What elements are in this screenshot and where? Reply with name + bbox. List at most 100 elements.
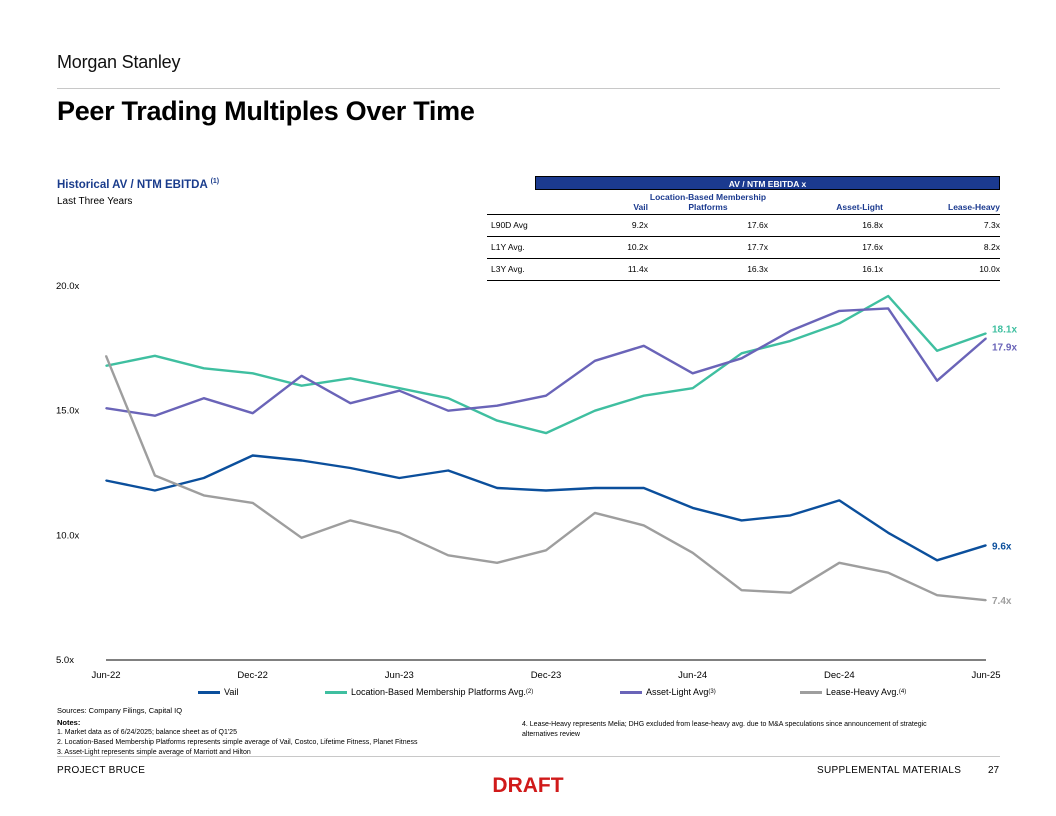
data-point [789,330,792,332]
data-point [936,594,938,596]
x-tick-label: Jun-25 [971,670,1000,681]
data-point [398,477,401,479]
data-point [447,554,450,557]
end-value-label: 18.1x [992,324,1017,335]
draft-watermark: DRAFT [492,774,564,797]
data-point [691,372,694,375]
y-tick-label: 15.0x [56,406,79,417]
data-point [398,389,401,392]
data-point [887,295,890,297]
legend-item-vail: Vail [198,687,238,697]
data-point [251,502,254,504]
note-item-4: 4. Lease-Heavy represents Melia; DHG exc… [522,721,927,738]
data-point [691,387,694,390]
data-point [202,367,205,370]
table-cell: 17.6x [747,220,768,230]
data-point [251,412,254,414]
data-point [300,459,303,462]
sources-text: Sources: Company Filings, Capital IQ [57,706,183,715]
data-point [105,407,107,409]
series-line-2 [105,307,987,417]
legend-note: (4) [898,689,907,695]
end-value-label: 7.4x [992,596,1012,607]
data-point [447,469,450,472]
data-point [985,544,987,547]
series-line-0 [105,454,987,562]
end-value-label: 9.6x [992,541,1012,552]
table-col-header-location-based: Location-Based Membership Platforms [649,192,767,212]
line-chart: 5.0x 10.0x 15.0x 20.0x Jun-22 Dec-22 Jun-23 Dec… [56,281,1017,681]
y-tick-label: 20.0x [56,281,79,292]
note-item: 2. Location-Based Membership Platforms r… [57,739,418,746]
legend-item-location-based: Location-Based Membership Platforms Avg.… [325,687,533,697]
data-point [154,474,156,477]
table-col-header-asset-light: Asset-Light [836,202,883,212]
legend-swatch [800,690,822,694]
data-point [154,489,156,492]
x-tick-label: Jun-24 [678,670,707,681]
footer-section-name: SUPPLEMENTAL MATERIALS [817,765,962,776]
data-point [642,524,645,527]
data-point [300,537,303,539]
data-point [154,355,156,357]
data-point [594,487,596,489]
data-point [251,454,254,457]
data-point [105,355,107,357]
data-point [838,310,841,312]
data-point [594,360,596,362]
data-point [202,397,205,400]
data-point [545,394,547,397]
legend-swatch [620,690,642,694]
table-header: AV / NTM EBITDA x [535,176,1000,190]
table-cell: L3Y Avg. [491,264,525,274]
series-line-1 [105,294,987,435]
table-cell: 16.8x [862,220,883,230]
data-point [887,532,890,534]
summary-table: AV / NTM EBITDA x Vail Location-Based Me… [487,176,1000,281]
table-cell: L1Y Avg. [491,242,525,252]
data-point [545,432,547,434]
data-point [300,384,303,387]
legend-note: (3) [708,689,716,695]
footer-divider [57,756,1000,757]
notes-list: 1. Market data as of 6/24/2025; balance … [57,728,418,758]
x-tick-label: Dec-23 [531,670,562,681]
legend-label: Vail [224,687,239,697]
x-tick-label: Jun-23 [385,670,414,681]
legend-label: Location-Based Membership Platforms Avg. [351,687,526,697]
data-point [740,352,743,355]
table-cell: 16.3x [747,264,768,274]
table-cell: 7.3x [983,220,1000,230]
table-cell: 17.6x [862,242,883,252]
data-point [985,332,987,335]
data-point [545,489,547,492]
x-tick-label: Dec-24 [824,670,855,681]
chart-legend: Vail Location-Based Membership Platforms… [0,687,1056,701]
x-tick-label: Dec-22 [237,670,268,681]
x-tick-label: Jun-22 [91,670,120,681]
data-point [398,532,401,534]
brand-logo-text: Morgan Stanley [57,52,181,72]
table-cell: 11.4x [627,264,648,274]
data-point [594,512,596,514]
table-cell: 17.7x [747,242,768,252]
data-point [447,409,450,412]
table-column-headers: Vail Location-Based Membership Platforms… [487,190,1000,215]
data-point [642,394,645,397]
data-point [838,561,841,564]
data-point [251,372,254,375]
data-point [154,414,156,417]
data-point [496,404,498,407]
legend-item-asset-light: Asset-Light Avg (3) [620,687,716,697]
notes-heading: Notes: [57,718,81,727]
data-point [838,322,841,325]
data-point [349,467,352,469]
legend-note: (2) [525,689,534,695]
data-point [887,307,890,310]
header-divider [57,88,1000,89]
data-point [349,402,352,404]
table-row: L1Y Avg. 10.2x 17.7x 17.6x 8.2x [487,237,1000,259]
data-point [838,499,841,502]
data-point [105,479,107,482]
legend-label: Lease-Heavy Avg. [826,687,899,697]
